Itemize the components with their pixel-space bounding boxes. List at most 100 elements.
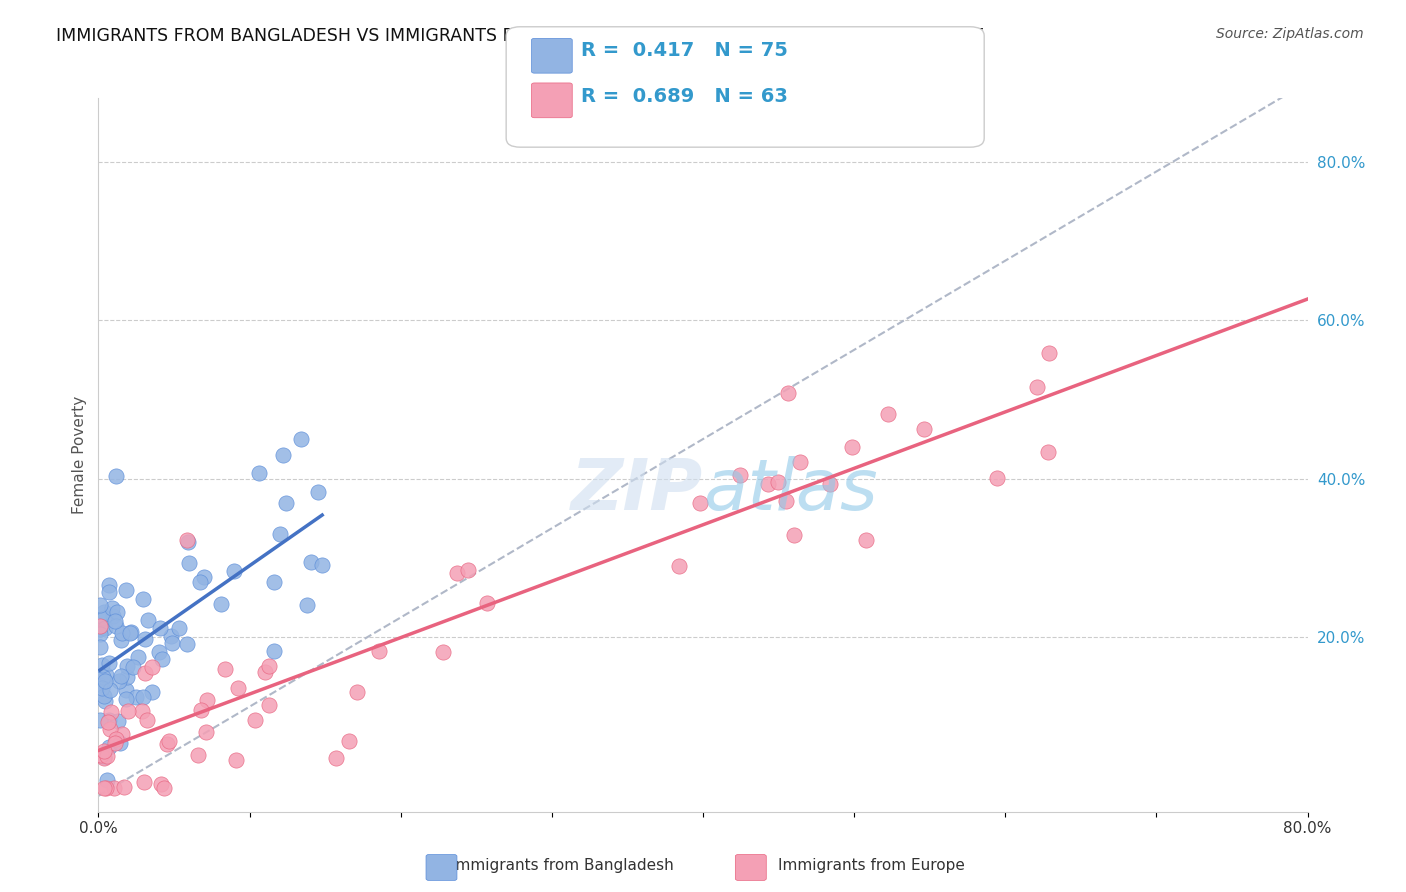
Y-axis label: Female Poverty: Female Poverty: [72, 396, 87, 514]
Point: [149, 621, 172, 635]
Point: [339, 733, 361, 747]
Point: [176, 637, 198, 651]
Point: [259, 659, 281, 673]
Point: [89, 640, 111, 655]
Point: [131, 704, 153, 718]
Point: [276, 495, 298, 509]
Point: [141, 660, 163, 674]
Point: [104, 614, 127, 628]
Point: [190, 703, 212, 717]
Point: [127, 650, 149, 665]
Point: [97, 740, 120, 755]
Point: [107, 714, 129, 728]
Point: [98, 585, 121, 599]
Point: [94, 694, 117, 708]
Point: [160, 636, 183, 650]
Point: [104, 469, 127, 483]
Point: [446, 566, 468, 580]
Point: [90, 747, 112, 762]
Point: [103, 780, 125, 795]
Point: [93, 689, 115, 703]
Point: [104, 619, 127, 633]
Point: [177, 535, 200, 549]
Point: [115, 582, 138, 597]
Point: [188, 575, 211, 590]
Point: [297, 599, 319, 613]
Text: R =  0.689   N = 63: R = 0.689 N = 63: [581, 87, 787, 106]
Point: [101, 609, 124, 624]
Point: [138, 613, 160, 627]
Point: [269, 527, 291, 541]
Point: [112, 780, 135, 795]
Point: [789, 455, 811, 469]
Point: [257, 698, 280, 712]
Point: [368, 644, 391, 658]
Text: Source: ZipAtlas.com: Source: ZipAtlas.com: [1216, 27, 1364, 41]
Point: [105, 732, 128, 747]
Point: [243, 713, 266, 727]
Point: [152, 780, 174, 795]
Point: [93, 751, 115, 765]
Point: [111, 626, 134, 640]
Point: [247, 466, 270, 480]
Point: [1026, 380, 1049, 394]
Point: [132, 774, 155, 789]
Point: [346, 685, 368, 699]
Point: [93, 674, 115, 689]
Point: [668, 559, 690, 574]
Point: [100, 706, 122, 720]
Point: [97, 656, 120, 670]
Point: [728, 468, 751, 483]
Point: [263, 575, 285, 590]
Point: [89, 598, 111, 612]
Point: [307, 485, 329, 500]
Point: [134, 665, 156, 680]
Point: [179, 557, 201, 571]
Point: [855, 533, 877, 547]
Point: [132, 690, 155, 704]
Point: [117, 705, 139, 719]
Point: [93, 749, 115, 764]
Point: [148, 645, 170, 659]
Point: [120, 626, 142, 640]
Point: [766, 475, 789, 490]
Point: [150, 651, 173, 665]
Point: [160, 629, 183, 643]
Point: [93, 744, 115, 758]
Text: R =  0.417   N = 75: R = 0.417 N = 75: [581, 41, 787, 61]
Point: [110, 668, 132, 682]
Point: [111, 727, 134, 741]
Text: IMMIGRANTS FROM BANGLADESH VS IMMIGRANTS FROM EUROPE FEMALE POVERTY CORRELATION : IMMIGRANTS FROM BANGLADESH VS IMMIGRANTS…: [56, 27, 983, 45]
Point: [101, 601, 124, 615]
Point: [105, 605, 128, 619]
Point: [877, 408, 900, 422]
Point: [197, 693, 219, 707]
Point: [114, 692, 136, 706]
Point: [110, 633, 132, 648]
Text: Immigrants from Bangladesh: Immigrants from Bangladesh: [451, 858, 673, 872]
Point: [91, 681, 114, 695]
Point: [778, 385, 800, 400]
Point: [89, 713, 111, 727]
Point: [89, 623, 111, 637]
Point: [222, 564, 245, 578]
Point: [98, 722, 121, 736]
Point: [756, 476, 779, 491]
Point: [89, 627, 111, 641]
Point: [186, 747, 208, 762]
Point: [311, 558, 333, 572]
Point: [93, 780, 115, 795]
Point: [136, 713, 159, 727]
Point: [193, 570, 215, 584]
Point: [263, 644, 285, 658]
Point: [783, 528, 806, 542]
Point: [141, 685, 163, 699]
Point: [104, 736, 127, 750]
Point: [115, 669, 138, 683]
Point: [689, 496, 711, 510]
Point: [134, 632, 156, 647]
Point: [775, 493, 797, 508]
Point: [225, 753, 247, 767]
Point: [290, 433, 312, 447]
Point: [457, 563, 479, 577]
